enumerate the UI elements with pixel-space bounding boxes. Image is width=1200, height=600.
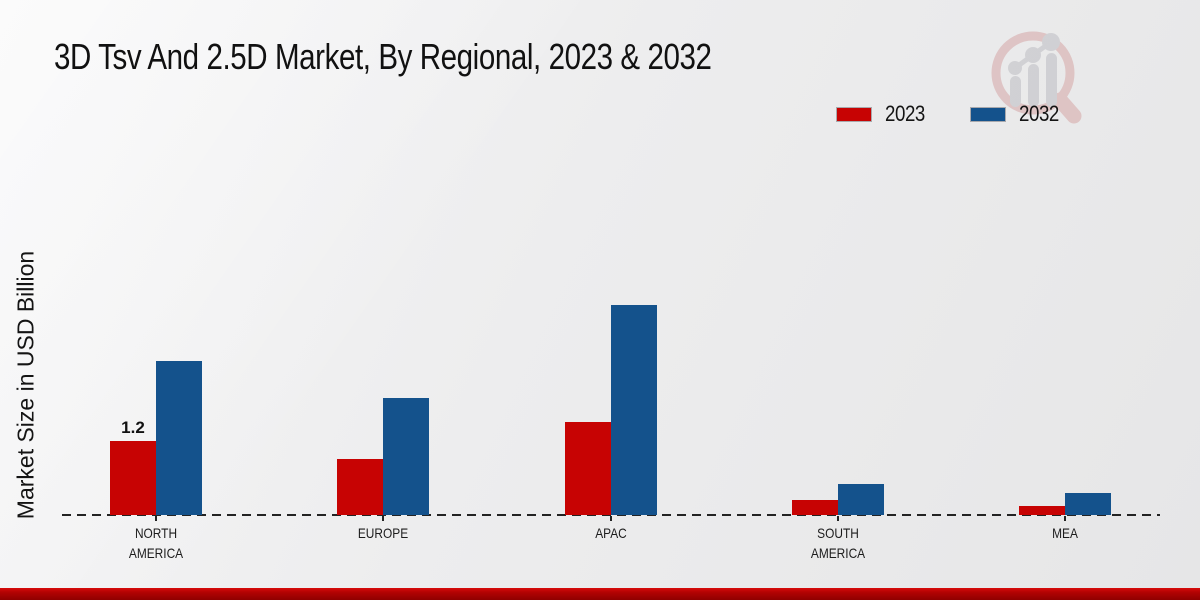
legend-swatch bbox=[969, 106, 1006, 122]
x-axis-baseline bbox=[62, 514, 1160, 516]
legend: 2023 2032 bbox=[836, 101, 1066, 127]
bar-2032-north-america bbox=[156, 361, 202, 515]
category-label-mea: MEA bbox=[1052, 525, 1078, 541]
bar-2032-apac bbox=[610, 305, 657, 515]
x-axis-tick bbox=[155, 516, 157, 521]
legend-swatch bbox=[836, 106, 872, 122]
bar-2023-north-america bbox=[110, 441, 156, 515]
legend-label: 2023 bbox=[885, 101, 925, 126]
category-label-apac: APAC bbox=[594, 525, 627, 541]
chart-title: 3D Tsv And 2.5D Market, By Regional, 202… bbox=[54, 36, 712, 77]
bar-2023-europe bbox=[337, 459, 384, 515]
bar-2032-mea bbox=[1065, 493, 1111, 515]
category-label-europe: EUROPE bbox=[358, 525, 409, 541]
legend-item: 2023 bbox=[836, 101, 932, 127]
x-axis-tick bbox=[382, 516, 385, 521]
category-label-north-america: NORTH AMERICA bbox=[128, 525, 184, 561]
legend-label: 2032 bbox=[1018, 101, 1059, 126]
magnifier-bar-chart-logo-icon bbox=[991, 31, 1082, 124]
bar-value-label: 1.2 bbox=[121, 418, 145, 437]
x-axis-tick bbox=[609, 516, 612, 521]
bar-2023-apac bbox=[564, 422, 611, 515]
x-axis-tick bbox=[836, 516, 839, 521]
footer-accent-bar bbox=[0, 588, 1200, 600]
bar-2023-mea bbox=[1019, 506, 1065, 515]
bar-2032-europe bbox=[383, 398, 430, 515]
legend-item: 2032 bbox=[969, 101, 1066, 127]
category-label-south-america: SOUTH AMERICA bbox=[810, 525, 865, 561]
bar-2023-south-america bbox=[791, 500, 838, 515]
bar-2032-south-america bbox=[837, 484, 884, 515]
x-axis-tick bbox=[1064, 516, 1066, 521]
